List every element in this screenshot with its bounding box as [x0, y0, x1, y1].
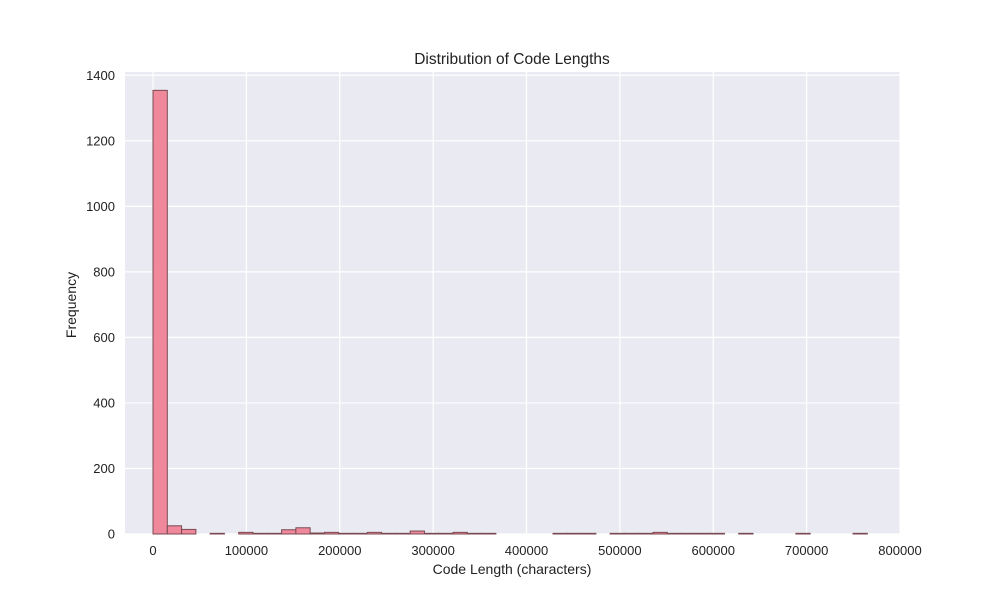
- y-gridlines: [125, 74, 900, 535]
- histogram-bar: [423, 532, 440, 535]
- histogram-bar: [381, 532, 397, 535]
- histogram-bar: [581, 532, 597, 535]
- histogram-bar: [366, 531, 383, 535]
- histogram-bar: [666, 532, 683, 535]
- histogram-bar: [795, 532, 811, 535]
- histogram-bar: [181, 528, 197, 535]
- histogram-bar: [281, 529, 297, 535]
- histogram-bar: [252, 532, 268, 535]
- histogram-bar: [238, 531, 254, 535]
- histogram-bars: [152, 89, 868, 535]
- histogram-bar: [609, 532, 625, 535]
- histogram-bar: [323, 531, 340, 535]
- x-tick-label: 200000: [318, 543, 361, 558]
- histogram-bar: [338, 532, 354, 535]
- y-tick-label: 800: [93, 264, 115, 279]
- y-axis-label: Frequency: [63, 272, 79, 338]
- histogram-bar: [152, 89, 168, 535]
- histogram-bar: [209, 532, 225, 535]
- x-tick-label: 400000: [505, 543, 548, 558]
- x-tick-label: 300000: [411, 543, 454, 558]
- x-axis-label: Code Length (characters): [433, 561, 592, 577]
- histogram-bar: [552, 532, 568, 535]
- histogram-bar: [438, 532, 454, 535]
- histogram-bar: [695, 532, 711, 535]
- histogram-bar: [352, 532, 368, 535]
- y-tick-label: 200: [93, 461, 115, 476]
- y-tick-label: 400: [93, 395, 115, 410]
- histogram-bar: [709, 532, 725, 535]
- plot-background: [125, 72, 900, 534]
- histogram-bar: [295, 527, 311, 535]
- histogram-bar: [852, 532, 868, 535]
- x-tick-labels: 0 100000 200000 300000 400000 500000 600000 700…: [149, 543, 921, 558]
- histogram-bar: [466, 532, 483, 535]
- histogram-bar: [395, 532, 411, 535]
- histogram-bar: [681, 532, 697, 535]
- y-tick-label: 1200: [86, 133, 115, 148]
- y-tick-label: 1400: [86, 68, 115, 83]
- y-tick-label: 1000: [86, 199, 115, 214]
- y-tick-labels: 0 200 400 600 800 1000 1200 1400: [86, 68, 115, 542]
- histogram-bar: [652, 531, 668, 535]
- histogram-bar: [638, 532, 654, 535]
- histogram-bar: [409, 530, 425, 535]
- x-tick-label: 500000: [598, 543, 641, 558]
- histogram-bar: [566, 532, 583, 535]
- histogram-bar: [623, 532, 640, 535]
- x-tick-label: 600000: [692, 543, 735, 558]
- x-tick-label: 0: [149, 543, 156, 558]
- chart-title: Distribution of Code Lengths: [414, 51, 610, 68]
- histogram-bar: [481, 532, 497, 535]
- histogram-bar: [166, 525, 183, 535]
- histogram-bar: [452, 531, 468, 535]
- y-tick-label: 0: [108, 527, 115, 542]
- y-tick-label: 600: [93, 330, 115, 345]
- histogram-bar: [738, 532, 754, 535]
- histogram-bar: [266, 532, 283, 535]
- histogram-bar: [309, 532, 325, 535]
- x-tick-label: 700000: [785, 543, 828, 558]
- x-tick-label: 800000: [878, 543, 921, 558]
- x-tick-label: 100000: [225, 543, 268, 558]
